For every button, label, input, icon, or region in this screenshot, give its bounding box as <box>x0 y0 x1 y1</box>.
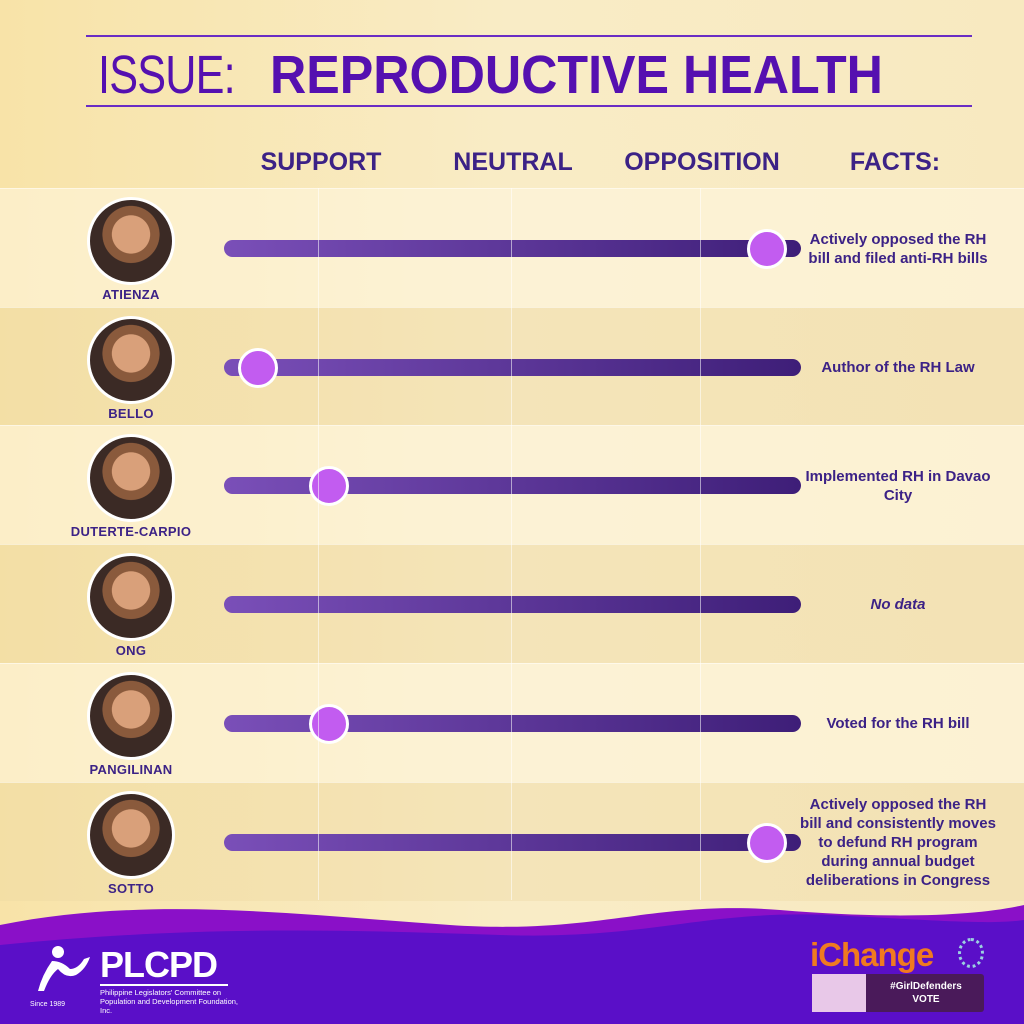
position-slider-track <box>224 714 801 732</box>
candidate-row: SOTTO Actively opposed the RH bill and c… <box>0 781 1024 901</box>
position-slider-track <box>224 833 801 851</box>
candidate-photo <box>87 434 175 523</box>
candidate-name: BELLO <box>108 405 154 421</box>
position-slider-knob <box>746 822 787 863</box>
candidate-fact: Implemented RH in Davao City <box>805 467 991 504</box>
column-support: SUPPORT <box>260 148 382 176</box>
position-slider-knob <box>308 703 349 744</box>
plcpd-name: PLCPD <box>100 944 218 985</box>
candidate-row: ONG No data <box>0 544 1024 664</box>
candidate-fact: No data <box>870 596 926 614</box>
gridline <box>318 188 319 900</box>
candidate-name: DUTERTE-CARPIO <box>70 524 192 540</box>
candidate-fact: Author of the RH Law <box>821 358 975 376</box>
candidate-photo <box>87 671 175 760</box>
title-prefix: ISSUE: <box>98 45 236 105</box>
candidate-fact: Voted for the RH bill <box>826 714 970 732</box>
ichange-logo: iChange <box>810 936 934 973</box>
candidate-fact: Actively opposed the RH bill and consist… <box>800 795 996 889</box>
candidate-photo <box>87 790 175 879</box>
title-rule-top <box>86 35 972 37</box>
column-facts: FACTS: <box>849 148 941 176</box>
candidate-row: ATIENZA Actively opposed the RH bill and… <box>0 188 1024 307</box>
fingerprint-icon <box>958 938 984 968</box>
title-main: REPRODUCTIVE HEALTH <box>270 45 883 105</box>
girldefenders-vote: VOTE <box>912 994 940 1005</box>
plcpd-since: Since 1989 <box>30 1001 66 1008</box>
gridline <box>700 188 701 900</box>
candidate-row: PANGILINAN Voted for the RH bill <box>0 662 1024 782</box>
candidate-name: ONG <box>115 643 147 659</box>
candidate-row: DUTERTE-CARPIO Implemented RH in Davao C… <box>0 425 1024 545</box>
column-neutral: NEUTRAL <box>453 148 573 176</box>
candidate-name: SOTTO <box>107 880 155 896</box>
girldefenders-tag: #GirlDefenders <box>890 981 962 992</box>
title-rule-bottom <box>86 105 972 107</box>
divider <box>100 984 228 986</box>
plcpd-subtitle: Philippine Legislators' Committee on Pop… <box>100 988 239 1015</box>
candidate-photo <box>87 553 175 642</box>
gridline <box>511 188 512 900</box>
position-slider-knob <box>746 229 787 269</box>
candidate-name: ATIENZA <box>102 287 160 302</box>
candidate-name: PANGILINAN <box>89 761 173 777</box>
girldefenders-illustration <box>812 974 866 1012</box>
position-slider-knob <box>238 347 279 388</box>
page-title: ISSUE: REPRODUCTIVE HEALTH <box>98 40 929 110</box>
candidate-photo <box>87 315 175 404</box>
candidate-fact: Actively opposed the RH bill and filed a… <box>808 230 988 267</box>
column-opposition: OPPOSITION <box>624 148 780 176</box>
position-slider-track <box>224 240 801 257</box>
position-slider-knob <box>308 466 349 507</box>
plcpd-logo-icon <box>38 946 90 991</box>
position-slider-track <box>224 596 801 614</box>
girldefenders-badge: #GirlDefenders VOTE <box>812 974 984 1012</box>
footer-wave <box>0 905 1024 1024</box>
candidate-row: BELLO Author of the RH Law <box>0 306 1024 426</box>
position-slider-track <box>224 358 801 376</box>
candidate-photo <box>87 197 175 285</box>
position-slider-track <box>224 477 801 495</box>
